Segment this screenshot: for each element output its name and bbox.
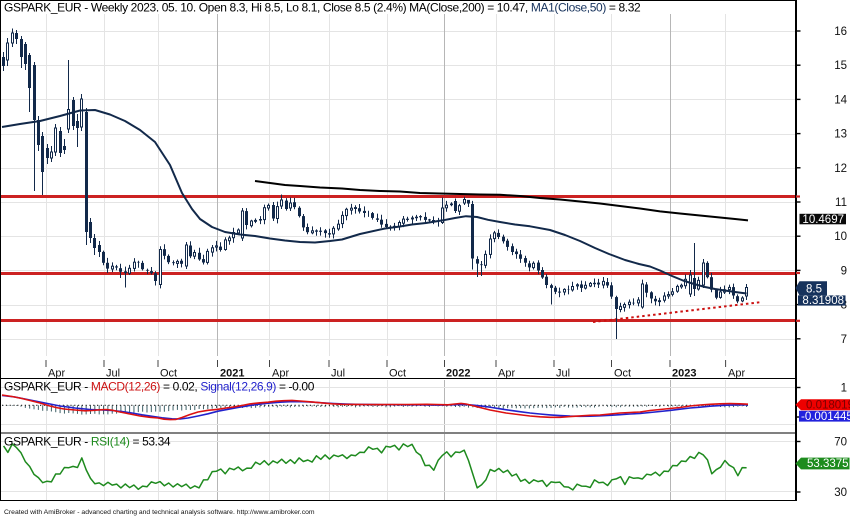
svg-text:14: 14	[834, 94, 847, 106]
svg-text:12: 12	[834, 163, 847, 175]
svg-text:53.3375: 53.3375	[807, 458, 849, 470]
svg-text:15: 15	[834, 60, 847, 72]
svg-text:Oct: Oct	[614, 368, 631, 380]
svg-text:0.018019: 0.018019	[806, 400, 850, 412]
svg-text:1: 1	[841, 383, 847, 395]
svg-text:7: 7	[841, 334, 847, 346]
svg-text:GSPARK_EUR - MACD(12,26) = 0.0: GSPARK_EUR - MACD(12,26) = 0.02, Signal(…	[4, 380, 315, 394]
svg-text:Apr: Apr	[498, 368, 515, 380]
svg-text:13: 13	[834, 129, 847, 141]
svg-text:Jul: Jul	[556, 368, 570, 380]
svg-text:16: 16	[834, 26, 847, 38]
svg-text:2022: 2022	[446, 368, 470, 380]
svg-text:GSPARK_EUR - Weekly 2023. 05.: GSPARK_EUR - Weekly 2023. 05. 10. Open 8…	[4, 1, 641, 15]
svg-text:Oct: Oct	[389, 368, 406, 380]
svg-text:2023: 2023	[672, 368, 696, 380]
svg-text:Jul: Jul	[331, 368, 345, 380]
svg-text:-0.001445: -0.001445	[801, 411, 850, 423]
svg-text:8.31908: 8.31908	[802, 295, 844, 307]
svg-text:30: 30	[834, 487, 847, 499]
svg-text:Created with AmiBroker - advan: Created with AmiBroker - advanced charti…	[4, 509, 315, 516]
svg-text:Jul: Jul	[106, 368, 120, 380]
svg-text:11: 11	[835, 197, 847, 209]
svg-text:10.4697: 10.4697	[802, 214, 844, 226]
svg-text:2021: 2021	[220, 368, 244, 380]
svg-text:Apr: Apr	[272, 368, 289, 380]
svg-text:Apr: Apr	[48, 368, 65, 380]
svg-text:9: 9	[841, 265, 847, 277]
svg-text:8.5: 8.5	[806, 283, 822, 295]
svg-text:Oct: Oct	[160, 368, 177, 380]
svg-text:10: 10	[834, 231, 847, 243]
svg-text:GSPARK_EUR - RSI(14) = 53.34: GSPARK_EUR - RSI(14) = 53.34	[4, 435, 171, 449]
svg-text:70: 70	[834, 437, 847, 449]
svg-text:Apr: Apr	[728, 368, 745, 380]
